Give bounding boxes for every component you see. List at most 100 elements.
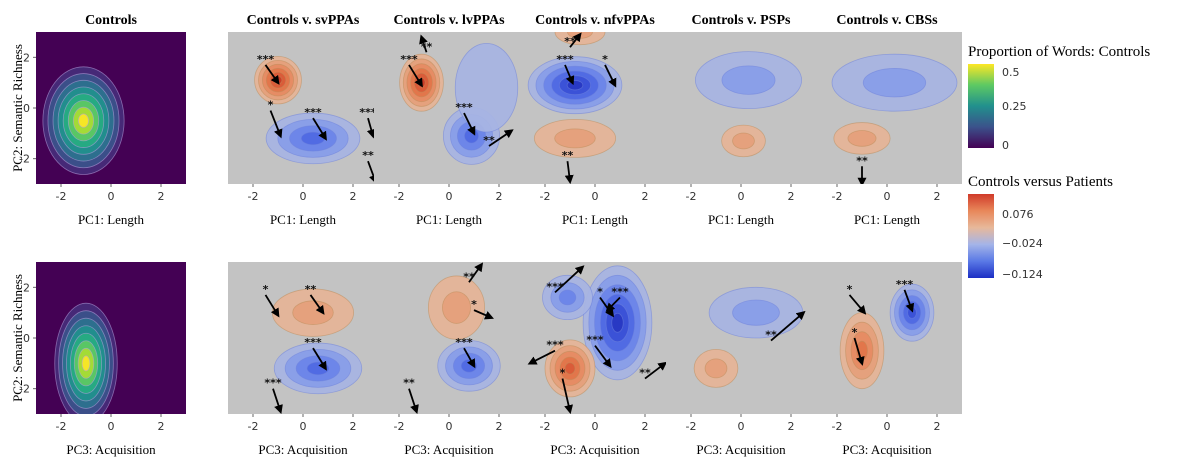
- contour-level: [464, 128, 479, 144]
- contour-level: [554, 128, 596, 149]
- legend-controls-tick-1: 0.25: [1002, 100, 1027, 113]
- legend-diff-tick-1: −0.024: [1002, 237, 1043, 250]
- contour-level: [732, 299, 780, 326]
- contour-level: [566, 80, 584, 91]
- x-tick-label-1: 0: [446, 420, 453, 433]
- x-tick-label-2: 2: [496, 190, 503, 203]
- x-tick-label-1: 0: [446, 190, 453, 203]
- x-tick-label-1: 0: [884, 420, 891, 433]
- shift-arrow-1: [419, 34, 428, 53]
- significance-label-5: *: [560, 367, 566, 380]
- x-tick-label-2: 2: [642, 420, 649, 433]
- shift-arrow-3: [272, 388, 283, 414]
- contour-blob-1: [273, 342, 363, 395]
- shift-arrow-6: [644, 361, 668, 380]
- shift-arrow-0: [468, 262, 484, 283]
- contour-blob-2: [454, 42, 519, 133]
- shift-arrow-0: [554, 265, 585, 294]
- significance-label-1: **: [421, 40, 433, 53]
- contour-blob-0: [271, 288, 355, 337]
- significance-label-0: ***: [400, 53, 418, 66]
- shift-arrow-2: [853, 337, 865, 366]
- x-tick-label-2: 2: [788, 420, 795, 433]
- significance-label-0: **: [765, 329, 777, 342]
- x-tick-label-2: 2: [158, 420, 165, 433]
- contour-level: [292, 300, 334, 325]
- significance-label-0: ***: [257, 53, 275, 66]
- contour-blob-0: [527, 56, 623, 115]
- contour-blob-0: [831, 53, 958, 112]
- significance-label-0: *: [847, 283, 853, 296]
- contour-level: [732, 132, 755, 150]
- significance-label-0: ***: [546, 280, 564, 293]
- y-tick-label-0: 2: [23, 51, 30, 64]
- x-tick-label-1: 0: [108, 420, 115, 433]
- shift-arrow-1: [903, 289, 915, 313]
- x-tick-label-0: -2: [540, 420, 551, 433]
- contour-level: [558, 289, 577, 306]
- significance-label-2: ***: [304, 336, 322, 349]
- x-tick-label-1: 0: [108, 190, 115, 203]
- contour-level: [847, 130, 877, 147]
- x-axis-label: PC3: Acquisition: [550, 442, 640, 457]
- significance-label-3: ***: [359, 106, 377, 119]
- shift-arrow-2: [312, 117, 327, 141]
- significance-label-6: **: [639, 367, 651, 380]
- x-tick-label-1: 0: [738, 190, 745, 203]
- x-tick-label-0: -2: [248, 190, 259, 203]
- shift-arrow-2: [463, 112, 476, 136]
- significance-label-1: *: [602, 53, 608, 66]
- contour-blob-0: [889, 283, 935, 342]
- x-tick-label-2: 2: [934, 190, 941, 203]
- y-axis-label-row-1: PC2: Semantic Richness: [10, 274, 25, 402]
- panel-r0-c5: ** -2 0 2 PC1: Length: [812, 32, 962, 227]
- significance-label-2: *: [852, 326, 858, 339]
- shift-arrow-3: [564, 161, 574, 184]
- panel-background: [666, 262, 816, 414]
- x-tick-label-2: 2: [788, 190, 795, 203]
- contour-level: [564, 362, 576, 375]
- x-tick-label-2: 2: [158, 190, 165, 203]
- legend-diff-tick-0: 0.076: [1002, 208, 1034, 221]
- legend-diff-tick-2: −0.124: [1002, 268, 1043, 281]
- significance-label-2: ***: [455, 336, 473, 349]
- x-axis-label: PC3: Acquisition: [404, 442, 494, 457]
- contour-blob-1: [839, 312, 885, 390]
- x-tick-label-0: -2: [56, 420, 67, 433]
- x-tick-label-2: 2: [496, 420, 503, 433]
- shift-arrow-0: [408, 64, 423, 88]
- contour-level: [306, 361, 330, 376]
- significance-label-0: **: [463, 270, 475, 283]
- significance-label-1: *: [597, 285, 603, 298]
- x-tick-label-1: 0: [592, 190, 599, 203]
- contour-level: [704, 358, 728, 379]
- significance-label-1: **: [305, 283, 317, 296]
- x-tick-label-0: -2: [686, 190, 697, 203]
- shift-arrow-1: [473, 309, 494, 320]
- significance-label-3: ***: [586, 334, 604, 347]
- significance-label-0: **: [856, 154, 868, 167]
- significance-label-0: ***: [556, 53, 574, 66]
- shift-arrow-0: [770, 310, 806, 342]
- significance-label-4: **: [362, 149, 374, 162]
- shift-arrow-0: [848, 294, 867, 315]
- panels-layer: Controls Controls v. svPPAs Controls v. lv…: [10, 13, 962, 457]
- legend-layer: Proportion of Words: Controls 0.5 0.25 0…: [968, 44, 1150, 281]
- contour-blob-0: [42, 66, 125, 175]
- column-title-0: Controls: [85, 13, 137, 28]
- contour-blob-1: [265, 112, 361, 165]
- x-tick-label-1: 0: [884, 190, 891, 203]
- x-tick-label-2: 2: [350, 420, 357, 433]
- column-title-2: Controls v. lvPPAs: [393, 13, 505, 28]
- x-tick-label-0: -2: [832, 420, 843, 433]
- significance-label-1: ***: [896, 278, 914, 291]
- shift-arrow-0: [564, 64, 575, 86]
- legend-controls-title: Proportion of Words: Controls: [968, 44, 1150, 60]
- contour-blob-0: [427, 275, 486, 340]
- shift-arrow-3: [408, 388, 419, 414]
